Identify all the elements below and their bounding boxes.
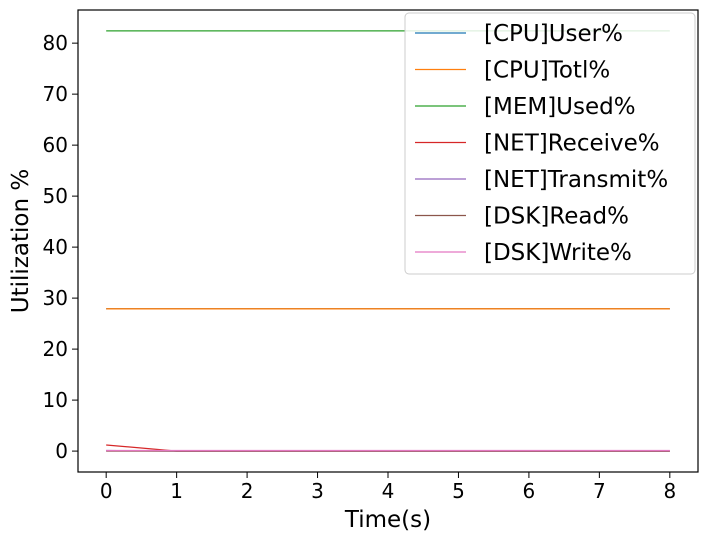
y-tick-label: 60: [43, 133, 68, 157]
x-tick-label: 0: [100, 479, 113, 503]
x-tick-label: 8: [663, 479, 676, 503]
x-tick-label: 7: [593, 479, 606, 503]
y-tick-label: 10: [43, 388, 68, 412]
legend: [CPU]User% [CPU]Totl% [MEM]Used% [NET]Recei…: [404, 12, 696, 275]
x-tick-label: 3: [311, 479, 324, 503]
x-axis-label: Time(s): [344, 507, 431, 533]
y-axis-label: Utilization %: [8, 169, 34, 313]
legend-label-0: [CPU]User%: [484, 21, 623, 47]
y-tick-label: 40: [43, 235, 68, 259]
y-tick-label: 50: [43, 184, 68, 208]
legend-box: [404, 12, 696, 275]
legend-label-2: [MEM]Used%: [484, 94, 636, 120]
y-tick-label: 80: [43, 31, 68, 55]
x-tick-label: 4: [382, 479, 395, 503]
x-tick-label: 5: [452, 479, 465, 503]
y-tick-label: 30: [43, 286, 68, 310]
y-tick-label: 20: [43, 337, 68, 361]
x-tick-label: 1: [170, 479, 183, 503]
legend-label-4: [NET]Transmit%: [484, 167, 668, 193]
y-tick-label: 70: [43, 82, 68, 106]
legend-label-6: [DSK]Write%: [484, 240, 632, 266]
legend-label-5: [DSK]Read%: [484, 204, 629, 230]
y-tick-label: 0: [55, 439, 68, 463]
x-tick-label: 2: [241, 479, 254, 503]
series-layer: [106, 30, 670, 452]
x-tick-label: 6: [523, 479, 536, 503]
legend-label-3: [NET]Receive%: [484, 131, 660, 157]
y-axis-ticks: 0 10 20 30 40 50 60 70 80: [43, 31, 78, 463]
x-axis-ticks: 0 1 2 3 4 5 6 7 8: [100, 472, 676, 503]
legend-label-1: [CPU]Totl%: [484, 58, 610, 84]
